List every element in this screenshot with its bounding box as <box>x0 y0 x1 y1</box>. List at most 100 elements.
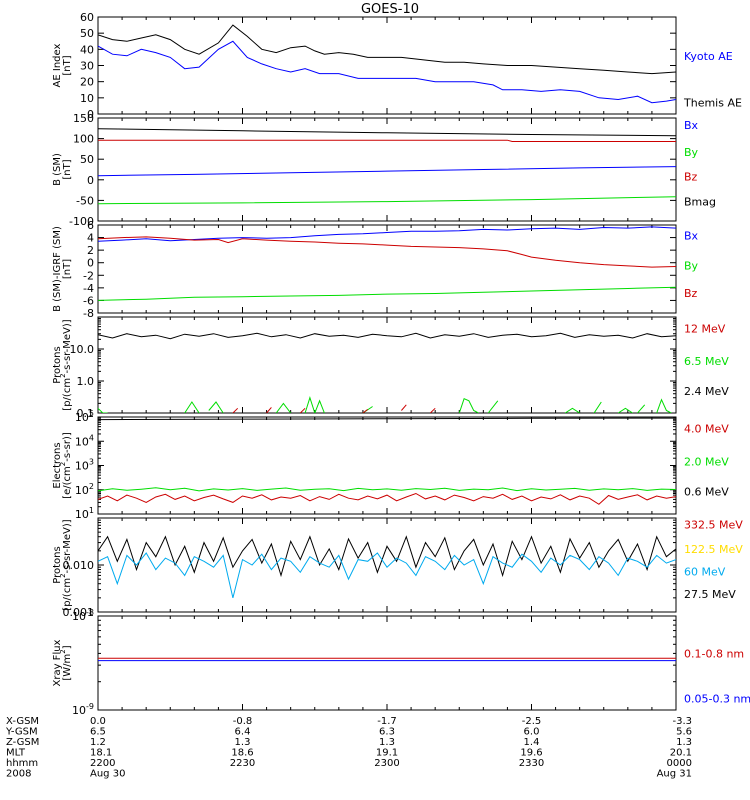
y-tick-label: 0.001 <box>63 606 95 619</box>
series-line-6-5-mev <box>686 401 701 413</box>
panel-frame <box>97 316 677 414</box>
y-axis-label: [nT] <box>62 55 73 75</box>
x-tick-label: 6.4 <box>235 727 251 738</box>
legend-entry: 2.4 MeV <box>684 385 729 398</box>
y-tick-label: 101 <box>75 506 94 521</box>
series-line-by <box>98 196 676 205</box>
series-line-12-mev <box>299 407 306 413</box>
y-tick-label: 60 <box>80 11 94 24</box>
y-tick-label: 0.1 <box>77 407 95 420</box>
panel-electrons: 101 102 103 104 105 Electrons [e/(cm2-s-sr)] 4.… <box>52 409 729 521</box>
y-tick-label: 0 <box>87 108 94 121</box>
x-tick-label: 1.3 <box>676 737 692 748</box>
y-tick-label: 10-8 <box>72 608 94 623</box>
x-tick-label: 2230 <box>230 758 255 769</box>
series-line-by <box>98 286 676 301</box>
y-tick-label: -50 <box>76 194 94 207</box>
y-tick-label: 20 <box>80 76 94 89</box>
y-axis-label: [p/(cm2-s-sr-MeV)] <box>59 319 73 410</box>
series-line-bx <box>98 226 676 242</box>
y-axis-label: Protons <box>52 346 63 383</box>
panel-frame <box>97 615 677 711</box>
legend-entry: Bz <box>684 171 698 184</box>
y-axis-label: [p/(cm2-s-sr-MeV)] <box>59 519 73 610</box>
x-tick-label: 0.0 <box>90 716 106 727</box>
series-line-6-5-mev <box>98 407 108 413</box>
panel-protons_low: 0.1 1.0 10.0 Protons[p/(cm2-s-sr-MeV)] 12 Me… <box>52 316 729 420</box>
page-title: GOES-10 <box>361 2 419 17</box>
y-tick-label: 50 <box>80 27 94 40</box>
series-line-2-0-mev <box>98 487 676 492</box>
x-tick-label: 6.5 <box>90 727 106 738</box>
y-tick-label: 0 <box>87 257 94 270</box>
x-row-label: Y-GSM <box>5 727 38 738</box>
y-tick-label: -8 <box>83 307 94 320</box>
y-tick-label: 104 <box>75 433 94 448</box>
series-line-2-4-mev <box>98 332 676 340</box>
legend-entry: Bz <box>684 287 698 300</box>
y-tick-label: -100 <box>69 215 94 228</box>
legend-entry: Bmag <box>684 195 716 208</box>
y-tick-label: 30 <box>80 60 94 73</box>
y-tick-label: 0 <box>87 174 94 187</box>
x-tick-label: -3.3 <box>672 716 692 727</box>
series-line-6-5-mev <box>184 401 200 413</box>
series-line-12-mev <box>429 407 436 413</box>
x-tick-label: -2.5 <box>522 716 542 727</box>
panel-frame <box>97 16 677 115</box>
y-tick-label: 40 <box>80 43 94 56</box>
x-tick-label: 1.2 <box>90 737 106 748</box>
series-line-themis-ae <box>98 24 676 75</box>
x-tick-label: Aug 31 <box>657 769 692 780</box>
series-line-12-mev <box>401 404 407 411</box>
series-line-kyoto-ae <box>98 40 676 104</box>
series-line-6-5-mev <box>593 401 602 413</box>
y-axis-label: Electrons <box>52 442 63 488</box>
x-row-label: X-GSM <box>6 716 39 727</box>
x-tick-label: 18.6 <box>231 748 253 759</box>
x-tick-label: 18.1 <box>90 748 112 759</box>
y-tick-label: -6 <box>83 294 94 307</box>
y-axis-label: [e/(cm2-s-sr)] <box>59 432 73 499</box>
legend-entry: By <box>684 146 699 159</box>
legend-entry: 6.5 MeV <box>684 355 729 368</box>
series-line-6-5-mev <box>458 398 479 413</box>
x-tick-label: -0.8 <box>233 716 253 727</box>
series-line-bz <box>98 236 676 268</box>
series-line-6-5-mev <box>487 400 499 413</box>
series-line-60-mev <box>98 552 676 599</box>
legend-entry: 0.05-0.3 nm <box>684 693 750 706</box>
panel-xray: 10-9 10-8 Xray Flux [W/m2] 0.1-0.8 nm 0.05-0.… <box>52 608 750 717</box>
y-axis-label: AE Index <box>52 43 63 87</box>
x-tick-label: Aug 30 <box>90 769 125 780</box>
panel-frame <box>97 224 677 314</box>
y-tick-label: -2 <box>83 269 94 282</box>
series-line-6-5-mev <box>617 407 633 413</box>
y-tick-label: 10.0 <box>70 343 95 356</box>
y-axis-label: [nT] <box>62 159 73 179</box>
legend-entry: 0.1-0.8 nm <box>684 648 744 661</box>
y-tick-label: 102 <box>75 482 94 497</box>
series-line-27-5-mev <box>98 535 676 578</box>
panel-frame <box>97 517 677 613</box>
panel-frame <box>97 416 677 515</box>
y-axis-label: [nT] <box>62 259 73 279</box>
y-axis-label: B (SM)-IGRF (SM) <box>52 226 63 312</box>
x-tick-label: 1.3 <box>235 737 251 748</box>
legend-entry: Kyoto AE <box>684 50 733 63</box>
x-tick-label: 19.6 <box>520 748 542 759</box>
legend-entry: Bx <box>684 230 699 243</box>
x-tick-label: 6.0 <box>524 727 540 738</box>
legend-entry: 0.6 MeV <box>684 486 729 499</box>
legend-entry: By <box>684 259 699 272</box>
y-tick-label: 0.010 <box>63 559 95 572</box>
panel-frame <box>97 117 677 222</box>
y-axis-label: Protons <box>52 546 63 583</box>
series-line-bmag <box>98 128 676 137</box>
legend-entry: 122.5 MeV <box>684 543 743 556</box>
y-axis-label: [W/m2] <box>59 645 73 680</box>
panel-bsm: -100 -50 0 50 100 150 B (SM) [nT] Bx By Bz Bmag <box>52 112 716 228</box>
y-tick-label: 100 <box>73 133 94 146</box>
x-tick-label: 20.1 <box>670 748 692 759</box>
